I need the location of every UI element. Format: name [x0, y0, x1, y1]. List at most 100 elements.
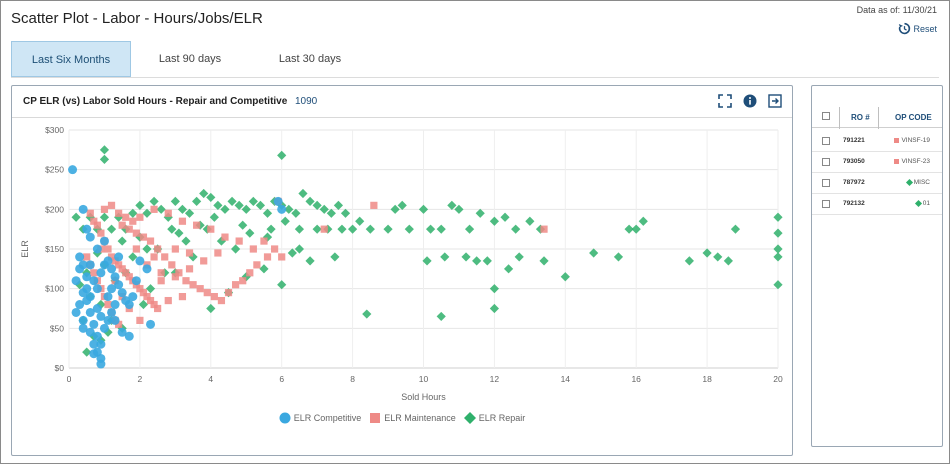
data-point-circle[interactable]: [103, 315, 113, 325]
data-point-circle[interactable]: [75, 252, 85, 262]
data-point-square[interactable]: [97, 229, 105, 237]
data-point-square[interactable]: [118, 265, 126, 273]
data-point-diamond[interactable]: [730, 224, 741, 234]
table-row[interactable]: 793050 VINSF-23: [812, 152, 942, 173]
data-point-square[interactable]: [143, 293, 151, 301]
data-point-circle[interactable]: [107, 307, 117, 317]
data-point-square[interactable]: [221, 233, 229, 241]
data-point-circle[interactable]: [78, 315, 88, 325]
data-point-square[interactable]: [263, 253, 272, 261]
data-point-diamond[interactable]: [284, 204, 294, 214]
data-point-square[interactable]: [196, 285, 204, 293]
data-point-diamond[interactable]: [312, 224, 322, 234]
data-point-square[interactable]: [86, 209, 94, 217]
data-point-square[interactable]: [111, 257, 119, 265]
data-point-diamond[interactable]: [312, 200, 322, 210]
data-point-diamond[interactable]: [482, 256, 492, 266]
data-point-circle[interactable]: [92, 304, 102, 313]
data-point-diamond[interactable]: [425, 224, 436, 234]
data-point-diamond[interactable]: [589, 248, 599, 258]
data-point-square[interactable]: [260, 237, 268, 245]
data-point-square[interactable]: [249, 245, 257, 253]
data-point-diamond[interactable]: [106, 224, 117, 234]
data-point-diamond[interactable]: [174, 228, 184, 238]
data-point-diamond[interactable]: [319, 204, 329, 214]
data-point-square[interactable]: [271, 245, 279, 253]
data-point-diamond[interactable]: [503, 264, 514, 274]
data-point-diamond[interactable]: [773, 228, 783, 238]
data-point-diamond[interactable]: [192, 196, 202, 206]
row-checkbox[interactable]: [822, 200, 830, 208]
data-point-circle[interactable]: [124, 300, 134, 310]
data-point-square[interactable]: [115, 209, 123, 217]
data-point-diamond[interactable]: [145, 284, 156, 294]
data-point-circle[interactable]: [103, 292, 113, 302]
data-point-square[interactable]: [146, 237, 155, 245]
data-point-square[interactable]: [107, 201, 116, 209]
data-point-circle[interactable]: [92, 331, 102, 341]
data-point-circle[interactable]: [131, 276, 141, 286]
data-point-square[interactable]: [136, 316, 144, 324]
data-point-circle[interactable]: [96, 359, 106, 369]
data-point-circle[interactable]: [96, 311, 106, 321]
data-point-square[interactable]: [104, 300, 112, 309]
data-point-circle[interactable]: [107, 284, 117, 294]
data-point-diamond[interactable]: [539, 256, 549, 266]
data-point-diamond[interactable]: [280, 216, 290, 226]
data-point-circle[interactable]: [78, 260, 88, 270]
data-point-square[interactable]: [125, 225, 133, 233]
data-point-square[interactable]: [157, 277, 165, 285]
data-point-diamond[interactable]: [71, 212, 81, 222]
data-point-square[interactable]: [139, 289, 148, 297]
data-point-square[interactable]: [189, 281, 197, 289]
row-checkbox[interactable]: [822, 158, 830, 166]
data-point-diamond[interactable]: [248, 196, 258, 206]
table-row[interactable]: 787972 MISC: [812, 173, 942, 194]
reset-button[interactable]: Reset: [898, 22, 937, 35]
data-point-diamond[interactable]: [234, 200, 244, 210]
data-point-diamond[interactable]: [355, 216, 365, 226]
data-point-square[interactable]: [129, 217, 137, 225]
data-point-square[interactable]: [122, 213, 130, 221]
data-point-circle[interactable]: [96, 268, 106, 278]
data-point-square[interactable]: [224, 289, 233, 297]
data-point-diamond[interactable]: [181, 236, 191, 246]
data-point-square[interactable]: [200, 257, 208, 265]
data-point-square[interactable]: [104, 245, 112, 253]
data-point-square[interactable]: [136, 285, 144, 293]
data-point-diamond[interactable]: [305, 196, 315, 206]
data-point-square[interactable]: [210, 293, 218, 301]
data-point-diamond[interactable]: [461, 252, 471, 262]
data-point-diamond[interactable]: [337, 224, 347, 234]
data-point-circle[interactable]: [89, 349, 99, 359]
data-point-diamond[interactable]: [773, 212, 783, 222]
data-point-diamond[interactable]: [440, 252, 450, 262]
data-point-square[interactable]: [370, 201, 378, 209]
data-point-diamond[interactable]: [475, 208, 485, 218]
data-point-diamond[interactable]: [365, 224, 375, 234]
data-point-circle[interactable]: [85, 307, 95, 317]
data-point-circle[interactable]: [92, 284, 102, 294]
data-point-diamond[interactable]: [99, 212, 110, 222]
data-point-diamond[interactable]: [404, 224, 414, 234]
data-point-square[interactable]: [132, 229, 140, 237]
data-point-square[interactable]: [193, 221, 201, 229]
data-point-circle[interactable]: [78, 323, 88, 333]
data-point-circle[interactable]: [146, 319, 156, 329]
legend-item-maintenance[interactable]: ELR Maintenance: [369, 412, 456, 424]
select-all-checkbox[interactable]: [822, 112, 830, 120]
data-point-square[interactable]: [217, 296, 226, 305]
legend-item-competitive[interactable]: ELR Competitive: [279, 412, 361, 424]
data-point-circle[interactable]: [124, 331, 134, 341]
data-point-diamond[interactable]: [142, 244, 152, 254]
export-icon[interactable]: [768, 94, 782, 108]
data-point-square[interactable]: [161, 253, 169, 261]
data-point-circle[interactable]: [117, 288, 127, 298]
row-checkbox[interactable]: [822, 137, 830, 145]
data-point-circle[interactable]: [135, 256, 145, 266]
data-point-diamond[interactable]: [489, 216, 499, 226]
data-point-circle[interactable]: [92, 244, 102, 254]
data-point-diamond[interactable]: [294, 244, 305, 254]
data-point-diamond[interactable]: [277, 150, 287, 160]
data-point-square[interactable]: [107, 253, 116, 261]
